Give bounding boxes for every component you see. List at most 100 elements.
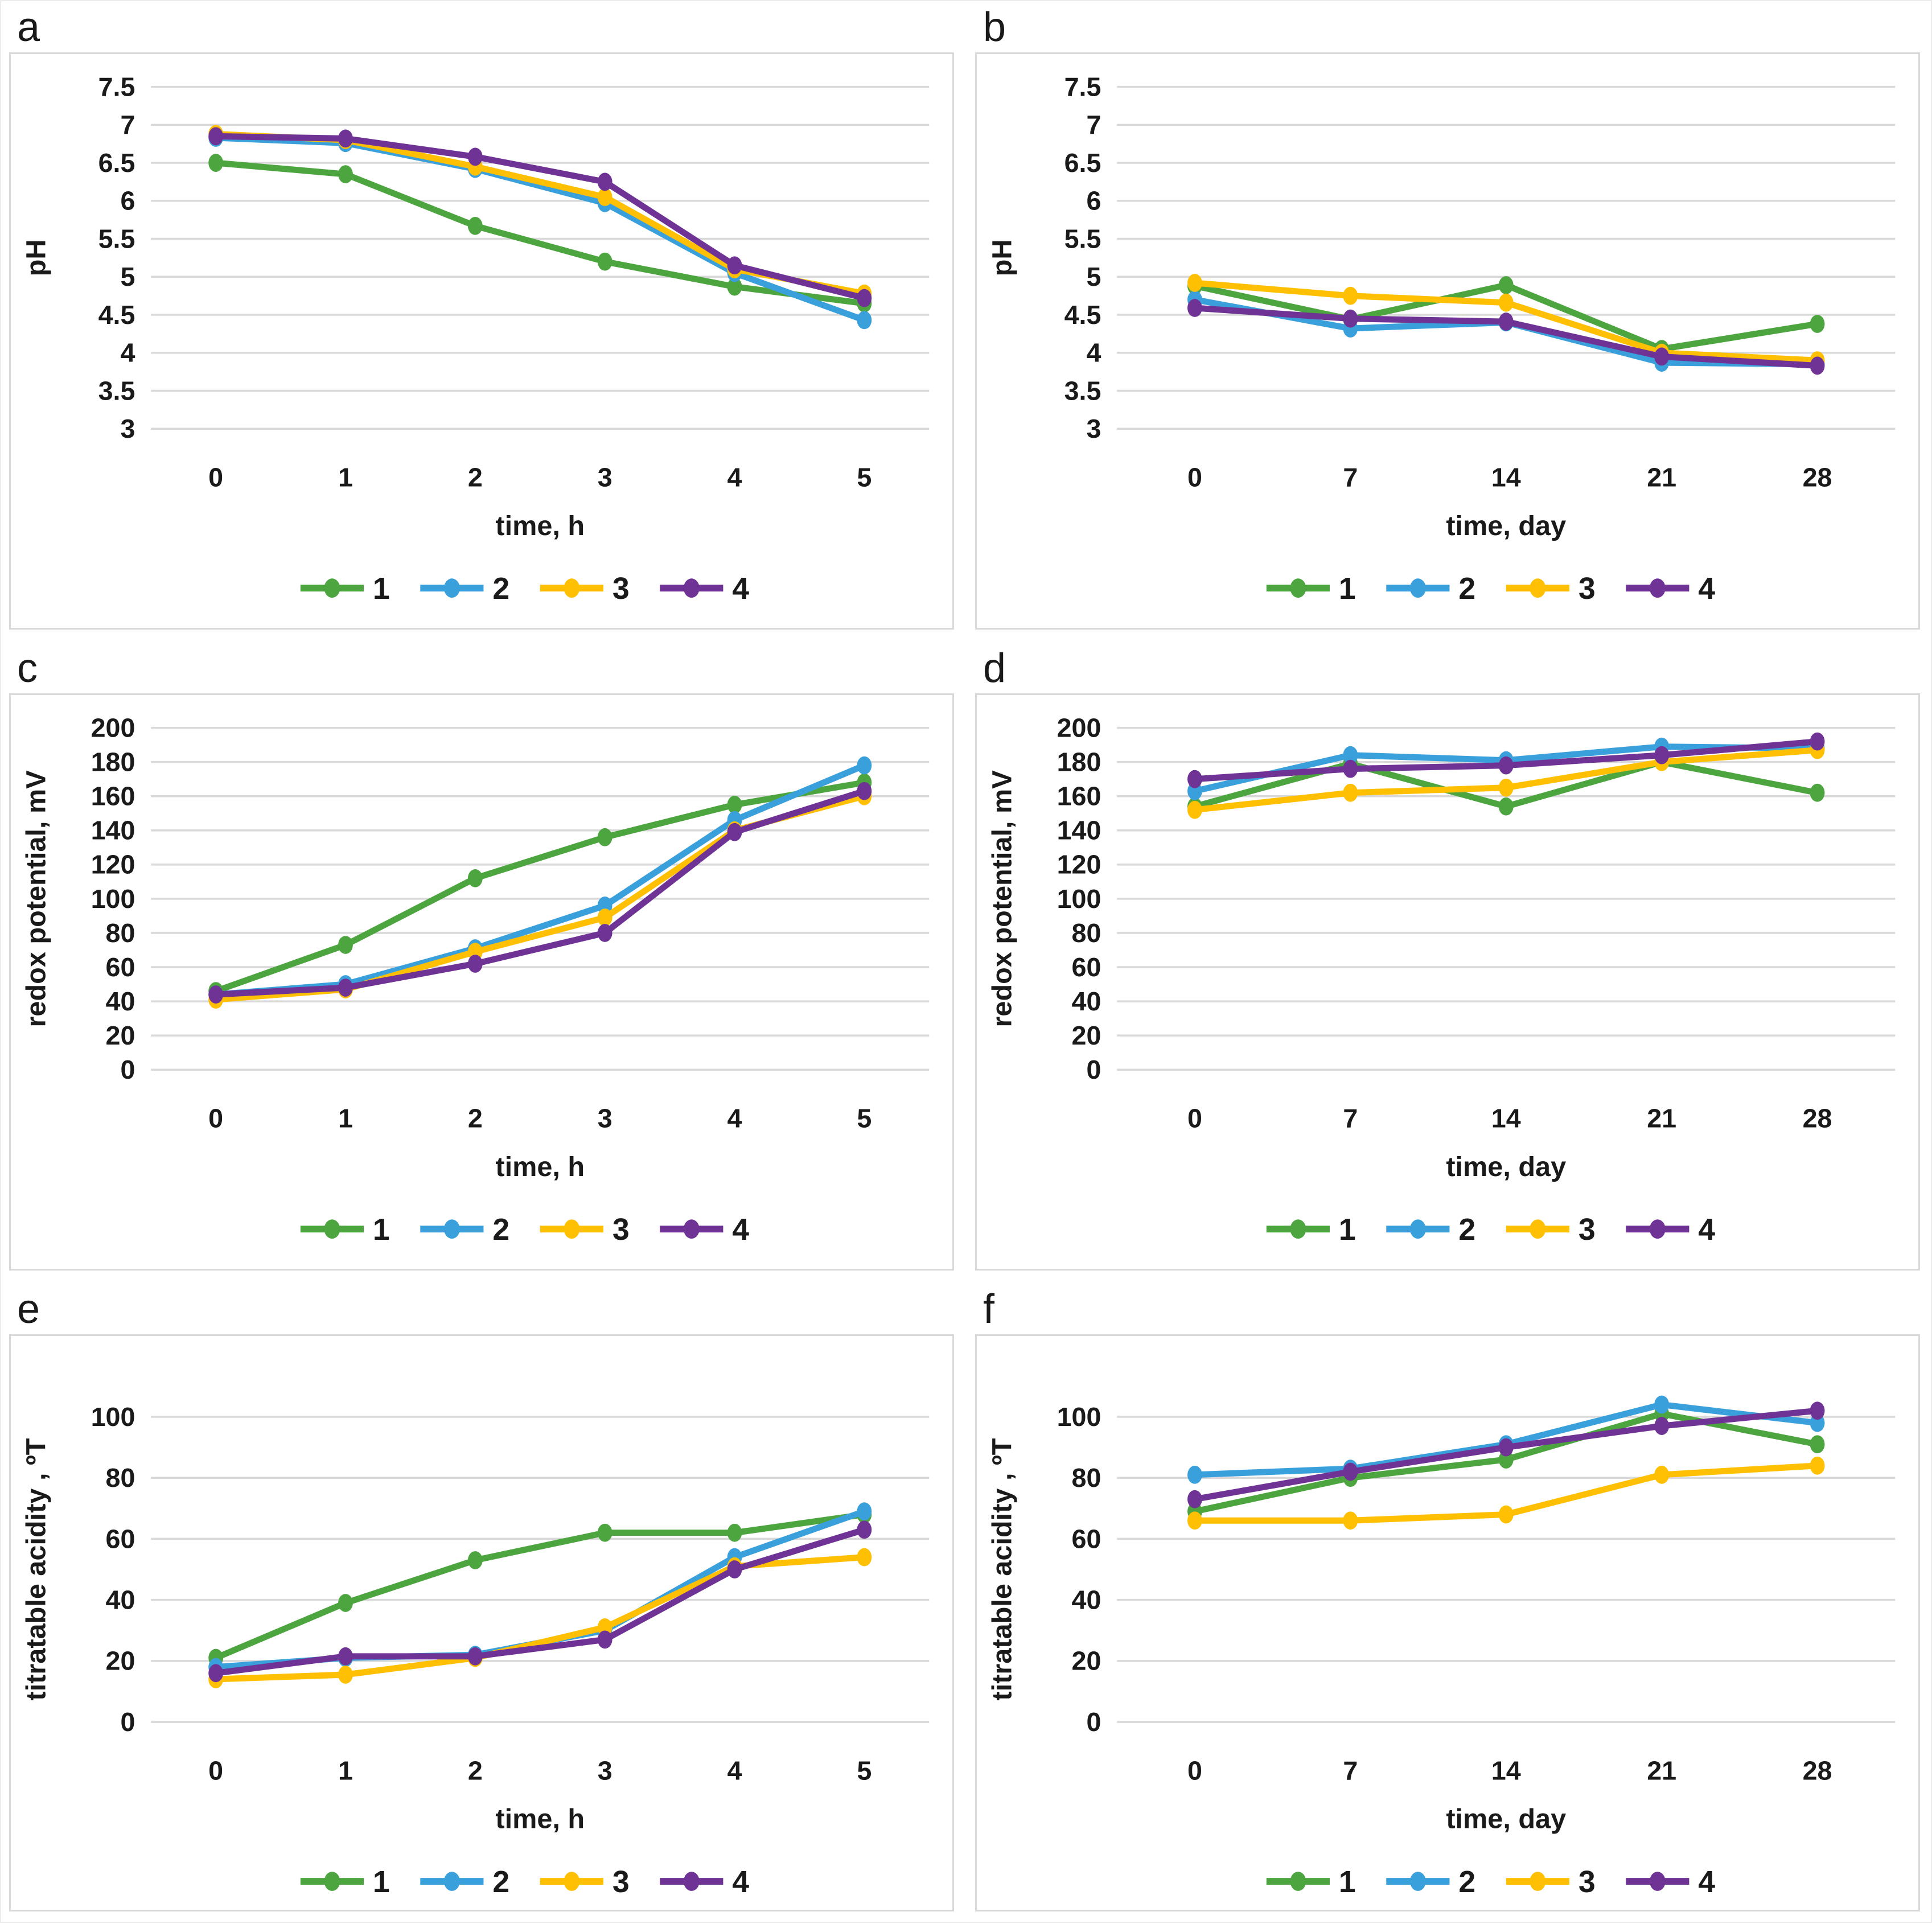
legend-label: 3 <box>1579 572 1596 606</box>
data-point-marker <box>1187 800 1202 819</box>
x-tick-label: 5 <box>857 462 872 492</box>
x-axis-tick-labels: 0 7 14 21 28 <box>1187 462 1832 492</box>
data-point-marker <box>1498 1505 1514 1524</box>
data-point-marker <box>467 216 483 235</box>
legend-label: 3 <box>613 1865 630 1899</box>
legend-item-3: 3 <box>1506 572 1596 606</box>
data-point-marker <box>857 1548 872 1567</box>
series-line-4 <box>1187 1401 1825 1508</box>
panel-letter-b: b <box>983 5 1006 50</box>
chart-frame-d: 200 180 160 140 120 100 80 60 40 20 0 redox potenti… <box>975 693 1920 1271</box>
series-path <box>212 788 868 998</box>
y-tick-label: 140 <box>91 816 135 845</box>
legend-label: 1 <box>373 572 390 606</box>
legend-label: 1 <box>1339 1865 1356 1899</box>
y-tick-label: 100 <box>91 1402 135 1432</box>
x-tick-label: 14 <box>1491 1103 1521 1133</box>
y-tick-label: 4.5 <box>98 300 135 330</box>
y-axis-title: redox potential, mV <box>987 770 1018 1027</box>
y-axis-title: titratable acidity , ºT <box>21 1438 52 1700</box>
x-tick-label: 2 <box>468 1756 483 1785</box>
legend: 1 2 3 4 <box>1266 1865 1715 1899</box>
legend-item-2: 2 <box>1386 1212 1475 1247</box>
data-point-marker <box>1187 770 1202 788</box>
data-point-marker <box>1187 274 1202 292</box>
y-tick-label: 5.5 <box>98 224 135 253</box>
data-point-marker <box>208 1664 224 1683</box>
x-tick-label: 3 <box>598 1756 613 1785</box>
y-tick-label: 180 <box>91 747 135 777</box>
data-point-marker <box>597 252 613 271</box>
legend-item-3: 3 <box>540 1865 630 1899</box>
data-point-marker <box>857 311 872 330</box>
y-tick-label: 20 <box>1072 1021 1101 1050</box>
gridlines <box>1117 1416 1896 1723</box>
legend: 1 2 3 4 <box>300 572 749 606</box>
data-point-marker <box>208 985 224 1004</box>
series-path <box>212 130 868 297</box>
data-point-marker <box>1498 293 1514 312</box>
x-tick-label: 7 <box>1343 1103 1358 1133</box>
legend-item-4: 4 <box>1626 572 1715 606</box>
data-point-marker <box>1654 746 1670 764</box>
data-point-marker <box>597 924 613 942</box>
series-path <box>212 133 868 302</box>
y-tick-label: 3.5 <box>1064 376 1101 405</box>
legend-item-3: 3 <box>540 572 630 606</box>
x-tick-label: 4 <box>727 462 742 492</box>
y-tick-label: 7 <box>1086 110 1101 139</box>
chart-canvas-e: 100 80 60 40 20 0 titratable acidity , ºT 0 1 2 3 4… <box>21 1402 930 1899</box>
data-point-marker <box>727 795 742 814</box>
chart-frame-b: 7.5 7 6.5 6 5.5 5 4.5 4 3.5 3 pH 0 7 14 21 28 time, day 1… <box>975 52 1920 630</box>
data-point-marker <box>1343 286 1358 305</box>
x-tick-label: 3 <box>598 462 613 492</box>
y-tick-label: 160 <box>91 782 135 811</box>
data-point-marker <box>857 756 872 775</box>
legend-label: 3 <box>613 572 630 606</box>
legend-item-4: 4 <box>660 572 749 606</box>
data-point-marker <box>1187 1511 1202 1530</box>
legend-item-3: 3 <box>1506 1212 1596 1247</box>
series-line-4 <box>208 782 872 1004</box>
series-line-3 <box>1187 1456 1825 1530</box>
data-point-marker <box>727 1560 742 1578</box>
x-tick-label: 4 <box>727 1756 742 1785</box>
x-axis-title: time, h <box>495 1804 585 1835</box>
legend-marker <box>443 578 460 598</box>
legend-item-3: 3 <box>540 1212 630 1247</box>
series-line-4 <box>208 1520 872 1683</box>
data-point-marker <box>1187 299 1202 317</box>
panel-letter-c: c <box>17 646 38 691</box>
y-tick-label: 100 <box>1057 884 1101 914</box>
x-tick-label: 5 <box>857 1103 872 1133</box>
y-tick-label: 80 <box>106 1463 135 1493</box>
panel-letter-a: a <box>17 5 40 50</box>
y-tick-label: 180 <box>1057 747 1101 777</box>
x-tick-label: 7 <box>1343 1756 1358 1785</box>
data-point-marker <box>338 979 353 997</box>
legend-marker <box>443 1872 460 1891</box>
x-tick-label: 3 <box>598 1103 613 1133</box>
y-tick-label: 20 <box>106 1021 135 1050</box>
x-tick-label: 21 <box>1647 462 1676 492</box>
panel-f: f 100 80 60 40 20 0 titratable acidity , ºT 0 7 1… <box>967 1283 1932 1924</box>
x-tick-label: 5 <box>857 1756 872 1785</box>
legend-marker <box>683 578 700 598</box>
panel-c: c 200 180 160 140 120 100 80 60 40 20 0 redox poten… <box>1 642 967 1283</box>
gridlines <box>151 726 930 1071</box>
data-point-marker <box>1343 759 1358 778</box>
y-tick-label: 5.5 <box>1064 224 1101 253</box>
gridlines <box>151 1416 930 1723</box>
legend-marker <box>1649 578 1666 598</box>
y-tick-label: 40 <box>1072 986 1101 1016</box>
y-tick-label: 80 <box>1072 918 1101 948</box>
y-tick-label: 200 <box>91 713 135 742</box>
y-tick-label: 7.5 <box>98 72 135 101</box>
y-tick-label: 6 <box>120 186 135 216</box>
y-tick-label: 120 <box>1057 850 1101 879</box>
y-tick-label: 200 <box>1057 713 1101 742</box>
x-axis-tick-labels: 0 1 2 3 4 5 <box>208 1103 872 1133</box>
panel-b: b 7.5 7 6.5 6 5.5 5 4.5 4 3.5 3 pH 0 7 14 21 28 time, da… <box>967 1 1932 642</box>
